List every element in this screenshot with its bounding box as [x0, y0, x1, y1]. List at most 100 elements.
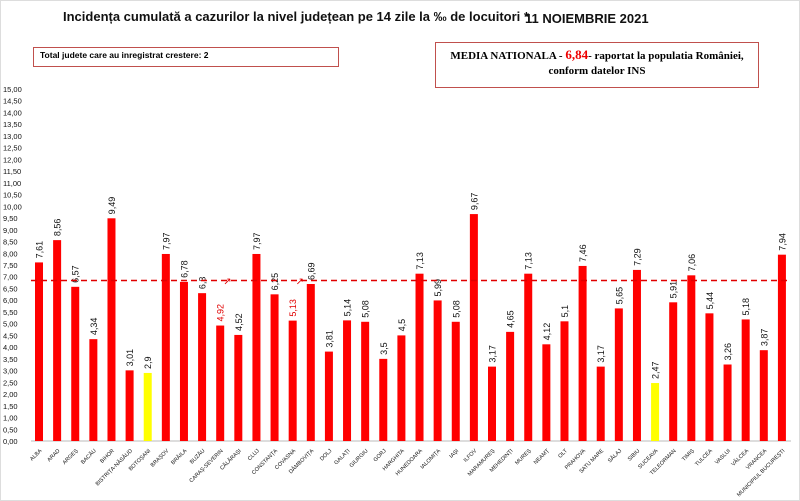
- data-label: 7,97: [161, 232, 171, 250]
- bar-brașov: [161, 253, 170, 441]
- data-label: 3,17: [596, 345, 606, 363]
- bar-ilfov: [469, 214, 478, 441]
- bar-mureș: [524, 273, 533, 441]
- data-label: 5,18: [741, 298, 751, 316]
- increase-arrow-icon: ↗: [296, 276, 304, 287]
- y-tick-label: 2,00: [3, 390, 18, 399]
- bar-olt: [560, 321, 569, 441]
- bar-vrancea: [759, 350, 768, 441]
- bar-cluj: [252, 253, 261, 441]
- x-tick-label: OLT: [557, 448, 569, 460]
- data-label: 6,25: [270, 273, 280, 291]
- bar-suceava: [651, 383, 660, 441]
- y-tick-label: 7,50: [3, 261, 18, 270]
- y-tick-label: 5,50: [3, 308, 18, 317]
- y-tick-label: 12,00: [3, 155, 22, 164]
- bar-satu-mare: [596, 366, 605, 441]
- x-tick-label: CLUJ: [247, 448, 261, 462]
- national-average-box: MEDIA NATIONALA - 6,84- raportat la popu…: [435, 42, 759, 88]
- x-tick-label: MUREȘ: [514, 448, 533, 467]
- data-label: 6,78: [179, 260, 189, 278]
- x-tick-label: BUZĂU: [188, 447, 206, 465]
- y-tick-label: 4,50: [3, 331, 18, 340]
- y-tick-label: 0,50: [3, 425, 18, 434]
- bar-teleorman: [669, 302, 678, 441]
- data-label: 4,65: [506, 310, 516, 328]
- bar-botoșani: [143, 372, 152, 441]
- y-tick-label: 5,00: [3, 320, 18, 329]
- data-label: 5,13: [288, 299, 298, 317]
- x-tick-label: ARGEȘ: [62, 448, 80, 466]
- data-label: 3,26: [723, 343, 733, 361]
- x-tick-label: IAȘI: [449, 448, 461, 460]
- bar-maramureș: [488, 366, 496, 441]
- data-label: 3,17: [488, 345, 498, 363]
- bar-dolj: [324, 351, 333, 441]
- data-label: 6,57: [71, 265, 81, 283]
- data-label: 5,08: [361, 300, 371, 318]
- data-label: 4,5: [397, 319, 407, 332]
- data-label: 5,1: [560, 305, 570, 318]
- y-tick-label: 0,00: [3, 437, 18, 446]
- bar-vaslui: [723, 364, 732, 441]
- data-label: 7,46: [578, 244, 588, 262]
- data-label: 4,12: [542, 323, 552, 341]
- data-label: 5,99: [433, 279, 443, 297]
- data-label: 3,87: [759, 329, 769, 347]
- bar-prahova: [578, 265, 587, 441]
- bar-buzău: [198, 293, 207, 441]
- bar-covasna: [288, 320, 297, 441]
- bar-neamț: [542, 344, 551, 441]
- bar-harghita: [397, 335, 406, 441]
- data-label: 7,97: [252, 232, 262, 250]
- data-label: 3,81: [324, 330, 334, 348]
- x-tick-label: ILFOV: [463, 448, 479, 464]
- increase-arrow-icon: ↗: [223, 276, 231, 287]
- bar-vâlcea: [741, 319, 750, 441]
- bar-caraș-severin: [216, 325, 225, 441]
- bar-gorj: [379, 358, 388, 441]
- bar-ialomița: [433, 300, 442, 441]
- x-tick-label: SĂLAJ: [606, 447, 623, 464]
- data-label: 6,69: [306, 262, 316, 280]
- bar-bacău: [89, 339, 98, 441]
- y-tick-label: 9,00: [3, 226, 18, 235]
- y-tick-label: 12,50: [3, 144, 22, 153]
- data-label: 2,9: [143, 356, 153, 369]
- x-tick-label: ALBA: [29, 448, 43, 462]
- y-tick-label: 14,00: [3, 108, 22, 117]
- x-tick-label: SIBIU: [627, 448, 641, 462]
- data-label: 9,49: [107, 197, 117, 215]
- bar-tulcea: [705, 313, 714, 441]
- y-tick-label: 1,50: [3, 402, 18, 411]
- data-label: 7,94: [777, 233, 787, 251]
- data-label: 8,56: [53, 219, 63, 237]
- bar-dâmbovița: [306, 284, 315, 441]
- y-tick-label: 7,00: [3, 273, 18, 282]
- x-tick-label: NEAMȚ: [533, 448, 551, 466]
- data-label: 4,34: [89, 318, 99, 336]
- bar-iași: [451, 321, 460, 441]
- data-label: 6,3: [198, 277, 208, 290]
- national-value: 6,84: [565, 47, 589, 62]
- bar-municipiul-bucurești: [777, 254, 786, 441]
- data-label: 7,29: [632, 248, 642, 266]
- bar-arad: [53, 240, 62, 441]
- bar-giurgiu: [361, 321, 370, 441]
- data-label: 5,14: [343, 299, 353, 317]
- data-label: 7,13: [524, 252, 534, 270]
- bar-bihor: [107, 218, 116, 441]
- data-label: 7,13: [415, 252, 425, 270]
- increase-count-box: Total judete care au inregistrat crester…: [33, 47, 339, 67]
- bar-argeș: [71, 286, 80, 441]
- bar-galați: [343, 320, 352, 441]
- x-tick-label: BRĂILA: [170, 447, 189, 466]
- y-tick-label: 2,50: [3, 378, 18, 387]
- bar-hunedoara: [415, 273, 424, 441]
- y-tick-label: 8,00: [3, 249, 18, 258]
- data-label: 5,91: [669, 281, 679, 299]
- data-label: 7,61: [35, 241, 45, 259]
- national-source: conform datelor INS: [548, 65, 646, 77]
- data-label: 3,01: [125, 349, 135, 367]
